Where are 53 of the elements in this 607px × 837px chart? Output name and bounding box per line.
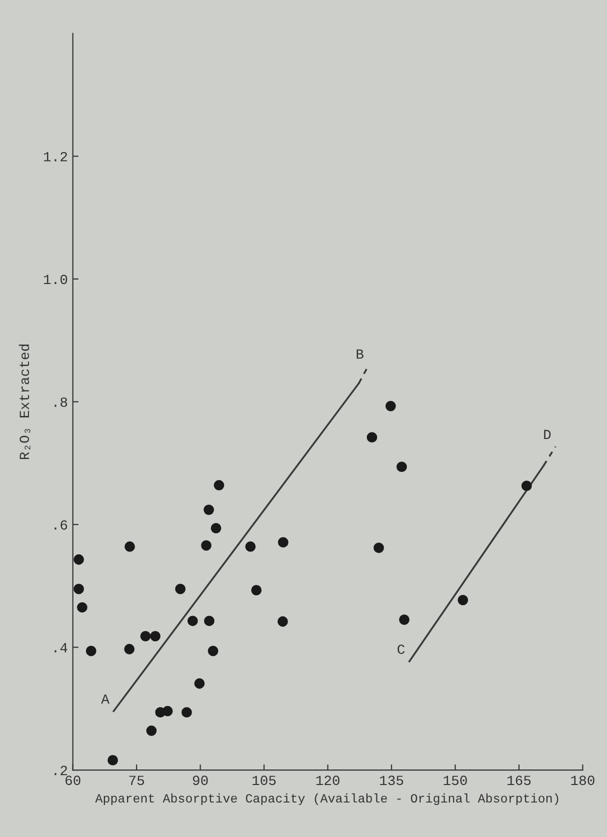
point — [140, 631, 151, 642]
point — [278, 616, 288, 627]
x-axis-title: Apparent Absorptive Capacity (Available - Original Absorption) — [95, 793, 558, 806]
point — [124, 644, 135, 654]
annotation: D — [544, 430, 551, 440]
point — [108, 755, 118, 766]
annotation: B — [356, 349, 364, 359]
point — [251, 585, 262, 596]
point — [208, 646, 218, 656]
point — [278, 537, 288, 548]
point — [366, 432, 378, 443]
point — [385, 400, 396, 412]
point — [150, 631, 160, 642]
point — [210, 523, 222, 534]
x-tick-label: 150 — [444, 776, 467, 786]
point — [74, 554, 84, 565]
x-tick-label: 135 — [380, 776, 404, 786]
y-axis-title: R₂O₃ Extracted — [18, 344, 30, 460]
point — [201, 540, 212, 551]
y-tick-label: .4 — [54, 643, 68, 652]
point — [399, 614, 410, 625]
point — [214, 480, 224, 490]
x-tick-label: 75 — [129, 776, 144, 786]
point — [204, 504, 214, 515]
y-tick-label: .2 — [54, 766, 67, 776]
x-tick-label: 105 — [252, 776, 276, 786]
point — [204, 616, 214, 626]
point — [521, 480, 532, 492]
y-tick-label: .6 — [54, 520, 68, 530]
point — [396, 462, 407, 472]
x-tick-label: 90 — [192, 776, 208, 786]
y-tick-label: .8 — [54, 398, 68, 407]
x-tick-label: 60 — [66, 776, 80, 786]
point — [74, 584, 84, 594]
point — [374, 542, 384, 554]
point — [162, 706, 173, 716]
annotation: A — [101, 694, 110, 704]
x-tick-label: 165 — [507, 776, 531, 786]
x-tick-label: 180 — [571, 776, 594, 786]
point — [124, 541, 135, 552]
point — [245, 541, 256, 552]
point — [76, 602, 88, 613]
point — [187, 616, 198, 626]
point — [86, 646, 96, 656]
y-tick-label: 1.0 — [44, 274, 68, 284]
point — [458, 594, 468, 606]
point — [146, 726, 157, 736]
point — [175, 584, 186, 594]
annotation: C — [398, 644, 405, 654]
y-tick-label: 1.2 — [44, 152, 67, 162]
point — [194, 678, 205, 689]
x-tick-label: 120 — [316, 776, 340, 786]
point — [182, 707, 192, 718]
